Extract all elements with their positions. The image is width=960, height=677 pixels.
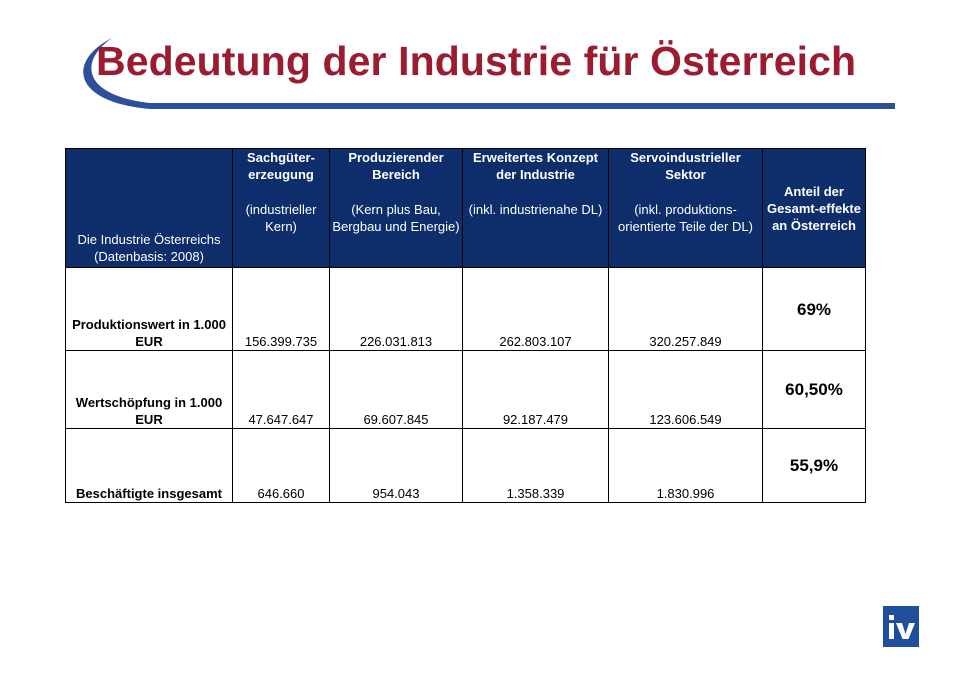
header-cell-sachgueter-sub: (industrieller Kern) [245,202,317,234]
header-cell-erweitert: Erweitertes Konzept der Industrie (inkl.… [462,148,609,268]
row-label: Beschäftigte insgesamt [65,428,233,503]
table-cell: 646.660 [232,428,330,503]
header-cell-industry-text: Die Industrie Österreichs (Datenbasis: 2… [77,232,221,264]
share-cell: 60,50% [762,350,866,429]
header-cell-anteil-title: Anteil der Gesamt-effekte an Österreich [767,183,861,233]
table-cell: 47.647.647 [232,350,330,429]
header-cell-sachgueter: Sachgüter-erzeugung (industrieller Kern) [232,148,330,268]
share-cell: 55,9% [762,428,866,503]
iv-logo-glyph [889,614,915,639]
row-label: Produktionswert in 1.000 EUR [65,267,233,351]
row-label: Wertschöpfung in 1.000 EUR [65,350,233,429]
header-cell-industry: Die Industrie Österreichs (Datenbasis: 2… [65,148,233,268]
table-row: Beschäftigte insgesamt 646.660 954.043 1… [65,428,866,503]
table-cell: 123.606.549 [608,350,763,429]
table-cell: 262.803.107 [462,267,609,351]
table-cell: 320.257.849 [608,267,763,351]
header-cell-erweitert-sub: (inkl. industrienahe DL) [468,202,603,217]
header-cell-servo: Servoindustrieller Sektor (inkl. produkt… [608,148,763,268]
table-row: Produktionswert in 1.000 EUR 156.399.735… [65,267,866,351]
page-title: Bedeutung der Industrie für Österreich [96,38,857,84]
table-header-row: Die Industrie Österreichs (Datenbasis: 2… [65,148,866,268]
table-cell: 1.358.339 [462,428,609,503]
table-cell: 226.031.813 [329,267,463,351]
table-row: Wertschöpfung in 1.000 EUR 47.647.647 69… [65,350,866,429]
table-cell: 92.187.479 [462,350,609,429]
table-cell: 954.043 [329,428,463,503]
header-cell-produzierend: Produzierender Bereich (Kern plus Bau, B… [329,148,463,268]
industry-table: Die Industrie Österreichs (Datenbasis: 2… [65,148,866,503]
header-cell-servo-sub: (inkl. produktions-orientierte Teile der… [618,202,753,234]
header-cell-produzierend-sub: (Kern plus Bau, Bergbau und Energie) [332,202,460,234]
table-cell: 156.399.735 [232,267,330,351]
header-cell-erweitert-title: Erweitertes Konzept der Industrie [473,150,598,182]
header-cell-anteil: Anteil der Gesamt-effekte an Österreich [762,148,866,268]
table-cell: 1.830.996 [608,428,763,503]
header-cell-sachgueter-title: Sachgüter-erzeugung [247,150,315,182]
iv-logo-icon [883,606,919,647]
table-cell: 69.607.845 [329,350,463,429]
share-cell: 69% [762,267,866,351]
header-cell-servo-title: Servoindustrieller Sektor [630,150,741,182]
header-cell-produzierend-title: Produzierender Bereich [348,150,444,182]
